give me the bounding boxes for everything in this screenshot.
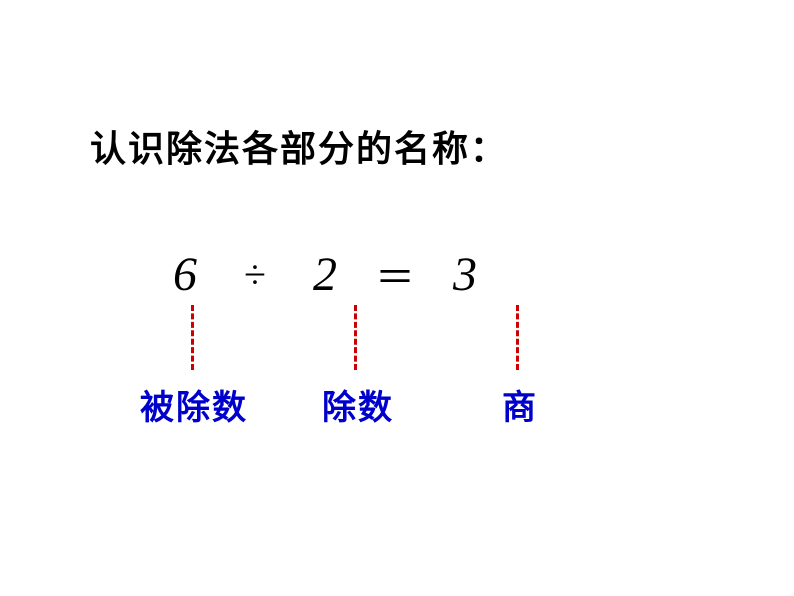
dividend-label: 被除数 [140,380,248,429]
connector-line-dividend [191,305,194,370]
quotient-number: 3 [440,247,490,302]
dividend-number: 6 [160,247,210,302]
divisor-number: 2 [300,247,350,302]
divisor-label: 除数 [322,380,394,429]
connector-line-quotient [516,305,519,370]
equals-operator: ＝ [375,245,415,303]
division-equation: 6 ÷ 2 ＝ 3 [160,245,490,303]
quotient-label: 商 [502,380,538,429]
page-title: 认识除法各部分的名称： [90,120,508,172]
divide-operator: ÷ [235,251,275,298]
connector-line-divisor [354,305,357,370]
